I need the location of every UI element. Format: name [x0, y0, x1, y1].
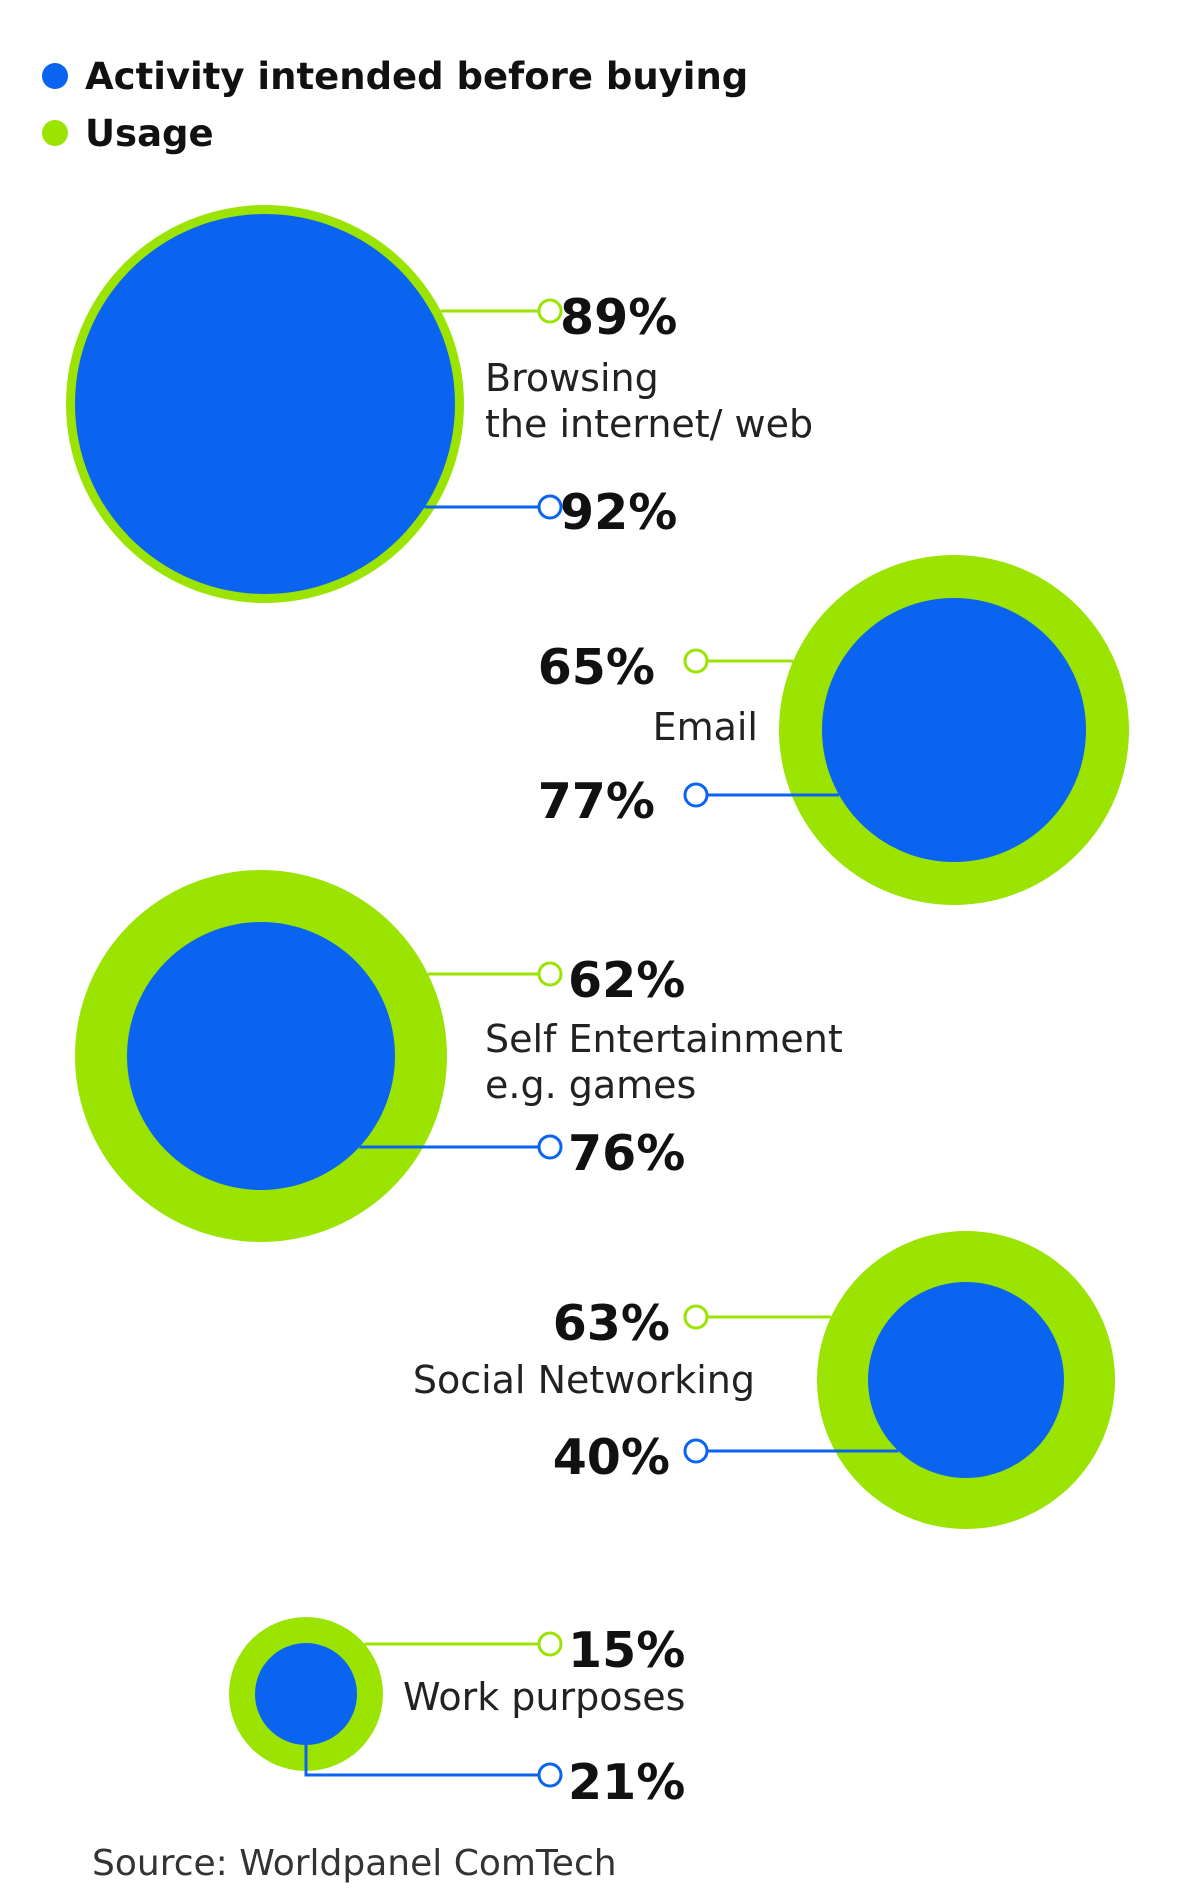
- intended-value-label: 77%: [538, 773, 655, 830]
- intended-leader-dot: [537, 1762, 563, 1788]
- category-label: the internet/ web: [485, 402, 813, 446]
- intended-bubble: [127, 922, 395, 1190]
- intended-leader-line: [304, 1745, 538, 1777]
- usage-value-label: 89%: [560, 289, 677, 346]
- category-label: Self Entertainment: [485, 1017, 843, 1061]
- intended-leader-dot: [537, 1134, 563, 1160]
- intended-value-label: 21%: [568, 1754, 685, 1811]
- usage-leader-dot: [537, 1631, 563, 1657]
- intended-bubble: [75, 214, 455, 594]
- category-label: Email: [653, 705, 758, 749]
- bubble-group: 15% 21% Work purposes: [229, 1617, 685, 1811]
- source-note: Source: Worldpanel ComTech: [92, 1843, 617, 1884]
- legend-label-usage: Usage: [85, 112, 214, 155]
- legend-marker-intended: [42, 63, 68, 89]
- category-label: Social Networking: [413, 1358, 755, 1402]
- usage-leader-dot: [537, 298, 563, 324]
- usage-leader-dot: [537, 961, 563, 987]
- intended-value-label: 92%: [560, 484, 677, 541]
- intended-bubble: [255, 1643, 357, 1745]
- category-label: Work purposes: [403, 1675, 685, 1719]
- usage-value-label: 62%: [568, 952, 685, 1009]
- usage-value-label: 63%: [553, 1295, 670, 1352]
- usage-leader-dot: [683, 648, 709, 674]
- usage-value-label: 15%: [568, 1622, 685, 1679]
- intended-value-label: 76%: [568, 1125, 685, 1182]
- usage-value-label: 65%: [538, 639, 655, 696]
- intended-leader-dot: [537, 494, 563, 520]
- intended-leader-dot: [683, 782, 709, 808]
- intended-leader-dot: [683, 1438, 709, 1464]
- intended-bubble: [868, 1282, 1064, 1478]
- legend-marker-usage: [42, 120, 68, 146]
- intended-bubble: [822, 598, 1086, 862]
- category-label: e.g. games: [485, 1063, 696, 1107]
- usage-leader-dot: [683, 1304, 709, 1330]
- bubble-group: 63% 40% Social Networking: [413, 1231, 1115, 1529]
- category-label: Browsing: [485, 356, 659, 400]
- legend: Activity intended before buying Usage: [42, 55, 748, 155]
- intended-value-label: 40%: [553, 1429, 670, 1486]
- legend-label-intended: Activity intended before buying: [85, 55, 748, 98]
- bubble-group: 65% 77% Email: [538, 555, 1129, 905]
